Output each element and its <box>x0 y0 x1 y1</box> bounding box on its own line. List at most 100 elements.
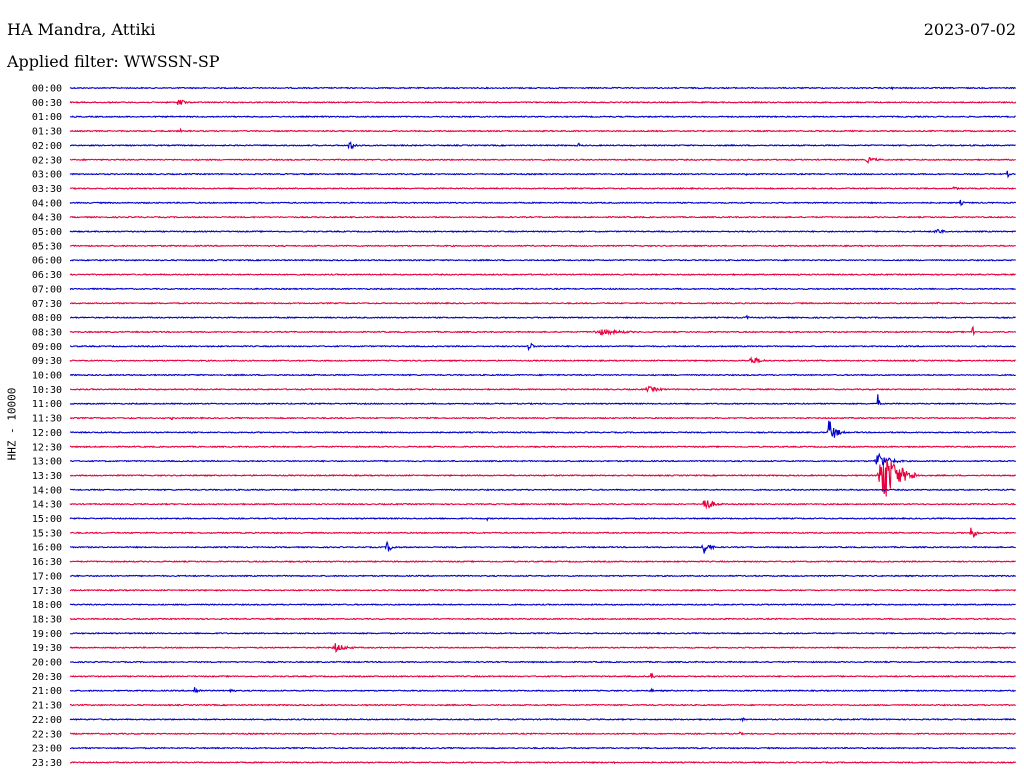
row-time-label: 15:30 <box>32 528 62 539</box>
trace-line <box>69 617 1016 621</box>
row-time-label: 02:30 <box>32 155 62 166</box>
trace-line <box>69 416 1016 421</box>
row-time-label: 22:30 <box>32 729 62 740</box>
trace-line <box>69 731 1016 736</box>
trace-line <box>69 301 1017 305</box>
trace-line <box>69 488 1016 492</box>
row-time-label: 02:00 <box>32 141 62 152</box>
row-time-label: 10:00 <box>32 371 62 382</box>
row-time-label: 19:00 <box>32 629 62 640</box>
trace-line <box>69 394 1016 406</box>
row-time-label: 08:30 <box>32 327 62 338</box>
row-time-label: 21:00 <box>32 686 62 697</box>
trace-line <box>69 660 1017 664</box>
row-time-label: 20:00 <box>32 658 62 669</box>
trace-line <box>69 574 1017 578</box>
trace-line <box>69 141 1016 150</box>
trace-line <box>69 356 1016 364</box>
trace-line <box>69 86 1017 91</box>
row-time-label: 05:30 <box>32 241 62 252</box>
trace-line <box>69 560 1016 564</box>
row-time-label: 19:30 <box>32 643 62 654</box>
trace-line <box>69 588 1017 592</box>
trace-line <box>69 385 1017 393</box>
row-time-label: 09:30 <box>32 356 62 367</box>
trace-line <box>69 186 1017 191</box>
row-time-label: 06:30 <box>32 270 62 281</box>
row-time-label: 10:30 <box>32 385 62 396</box>
trace-line <box>69 540 1016 554</box>
row-time-label: 08:00 <box>32 313 62 324</box>
trace-line <box>69 687 1016 694</box>
trace-line <box>69 672 1016 679</box>
row-time-label: 07:00 <box>32 284 62 295</box>
trace-line <box>69 527 1017 539</box>
row-time-label: 23:30 <box>32 758 62 769</box>
trace-line <box>69 273 1016 277</box>
row-time-label: 14:30 <box>32 500 62 511</box>
trace-line <box>69 445 1016 449</box>
row-time-label: 18:00 <box>32 600 62 611</box>
row-time-label: 13:00 <box>32 457 62 468</box>
row-time-label: 16:30 <box>32 557 62 568</box>
row-time-label: 01:00 <box>32 112 62 123</box>
row-time-label: 17:30 <box>32 586 62 597</box>
row-time-label: 06:00 <box>32 256 62 267</box>
trace-line <box>69 314 1016 320</box>
trace-line <box>69 760 1017 765</box>
row-time-label: 09:00 <box>32 342 62 353</box>
trace-line <box>69 115 1016 119</box>
row-time-label: 15:00 <box>32 514 62 525</box>
trace-line <box>69 258 1016 262</box>
trace-line <box>69 157 1016 165</box>
row-time-label: 04:30 <box>32 213 62 224</box>
row-time-label: 01:30 <box>32 127 62 138</box>
trace-line <box>69 244 1016 248</box>
row-time-label: 11:00 <box>32 399 62 410</box>
row-time-label: 14:00 <box>32 485 62 496</box>
trace-line <box>69 703 1016 707</box>
row-time-label: 03:30 <box>32 184 62 195</box>
trace-line <box>69 215 1016 219</box>
trace-line <box>69 373 1016 377</box>
trace-line <box>69 199 1017 207</box>
trace-line <box>69 170 1016 179</box>
filter-label: Applied filter: WWSSN-SP <box>7 52 220 71</box>
row-time-label: 21:30 <box>32 701 62 712</box>
trace-line <box>69 342 1016 352</box>
row-time-label: 12:30 <box>32 442 62 453</box>
row-time-label: 17:00 <box>32 571 62 582</box>
trace-line <box>69 99 1017 105</box>
trace-line <box>69 516 1016 522</box>
trace-line <box>69 746 1016 750</box>
trace-line <box>69 631 1016 635</box>
row-time-label: 13:30 <box>32 471 62 482</box>
trace-line <box>69 228 1017 235</box>
row-time-label: 00:00 <box>32 84 62 95</box>
trace-line <box>69 459 1017 497</box>
date-label: 2023-07-02 <box>923 20 1016 39</box>
row-time-label: 04:00 <box>32 198 62 209</box>
trace-line <box>69 127 1017 133</box>
trace-line <box>69 717 1016 723</box>
row-time-label: 16:00 <box>32 543 62 554</box>
row-time-label: 20:30 <box>32 672 62 683</box>
row-time-label: 23:00 <box>32 744 62 755</box>
row-time-label: 12:00 <box>32 428 62 439</box>
row-time-label: 11:30 <box>32 414 62 425</box>
row-time-label: 22:00 <box>32 715 62 726</box>
station-title: HA Mandra, Attiki <box>7 20 156 39</box>
row-time-label: 03:00 <box>32 170 62 181</box>
row-time-label: 00:30 <box>32 98 62 109</box>
trace-line <box>69 643 1016 654</box>
trace-line <box>69 603 1016 607</box>
row-time-label: 18:30 <box>32 614 62 625</box>
trace-line <box>69 452 1017 468</box>
trace-line <box>69 287 1016 291</box>
trace-line <box>69 500 1016 510</box>
row-time-label: 07:30 <box>32 299 62 310</box>
trace-line <box>69 325 1017 337</box>
trace-line <box>69 420 1016 438</box>
row-time-label: 05:00 <box>32 227 62 238</box>
